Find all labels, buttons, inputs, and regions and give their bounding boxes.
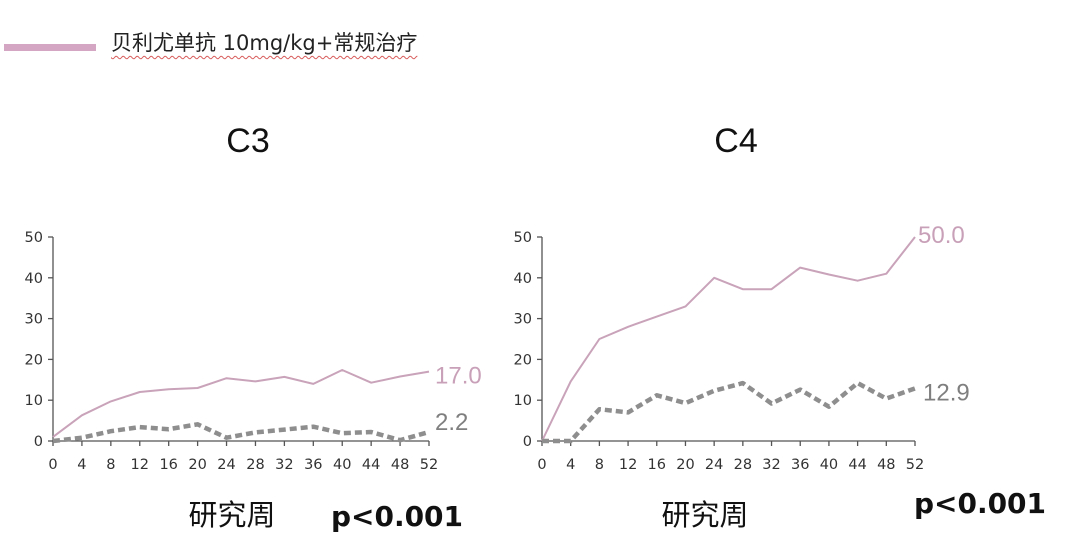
chart-0-series-dashed-end-label: 2.2 [435,409,468,436]
chart-0-x-tick-label: 28 [246,457,264,473]
chart-1-x-tick-label: 44 [848,457,866,473]
chart-1-x-tick-label: 32 [762,457,780,473]
chart-0-y-tick-label: 50 [25,230,43,246]
chart-1-x-tick-label: 48 [877,457,895,473]
chart-0-x-tick-label: 40 [333,457,351,473]
chart-0-x-tick-label: 32 [275,457,293,473]
chart-1-x-tick-label: 12 [619,457,637,473]
chart-1-x-tick-label: 20 [676,457,694,473]
chart-0-x-tick-label: 44 [362,457,380,473]
chart-0-series-solid-end-label: 17.0 [435,363,482,390]
chart-0-x-tick-label: 0 [48,457,57,473]
chart-1-x-tick-label: 0 [537,457,546,473]
chart-0-x-tick-label: 4 [77,457,86,473]
chart-1-x-tick-label: 24 [705,457,723,473]
chart-1-series-solid-line [541,236,916,442]
chart-1-x-tick-label: 4 [566,457,575,473]
chart-0-x-tick-label: 20 [188,457,206,473]
chart-1-y-tick-label: 10 [514,393,532,409]
chart-1-y-tick-label: 20 [514,352,532,368]
chart-0-x-tick-label: 36 [304,457,322,473]
chart-1-title: C4 [714,122,757,160]
chart-0-series-dashed-line [52,422,430,444]
chart-1-x-tick-label: 36 [791,457,809,473]
chart-1-y-tick-label: 0 [523,434,532,450]
chart-0-x-tick-label: 24 [217,457,235,473]
chart-0-x-tick-label: 12 [131,457,149,473]
chart-0-x-tick-label: 52 [420,457,438,473]
chart-1-x-tick-label: 8 [595,457,604,473]
chart-1-x-tick-label: 52 [906,457,924,473]
chart-1-y-tick-label: 50 [514,230,532,246]
chart-1-p-value: p<0.001 [914,487,1046,520]
chart-0-x-tick-label: 48 [391,457,409,473]
chart-0-p-value: p<0.001 [331,500,463,533]
chart-1-y-tick-label: 40 [514,271,532,287]
chart-1-series-dashed-end-label: 12.9 [923,379,970,406]
chart-0-y-tick-label: 20 [25,352,43,368]
legend-label: 贝利尤单抗 10mg/kg+常规治疗 [111,31,418,55]
chart-1-series-dashed-line [542,380,916,444]
chart-0-x-axis-label: 研究周 [188,498,275,532]
chart-0-series-solid-line [52,369,430,438]
chart-1-series-solid-end-label: 50.0 [918,222,965,249]
chart-1-x-tick-label: 40 [820,457,838,473]
chart-0-title: C3 [226,122,269,160]
legend-swatch [4,44,96,51]
chart-1-y-tick-label: 30 [514,312,532,328]
chart-1-x-tick-label: 16 [648,457,666,473]
chart-1-x-tick-label: 28 [734,457,752,473]
chart-0-x-tick-label: 8 [106,457,115,473]
chart-0-y-tick-label: 40 [25,271,43,287]
chart-0-x-tick-label: 16 [159,457,177,473]
chart-0-y-tick-label: 0 [34,434,43,450]
chart-1-x-axis-label: 研究周 [661,498,748,532]
chart-0-y-tick-label: 30 [25,312,43,328]
chart-0-y-tick-label: 10 [25,393,43,409]
